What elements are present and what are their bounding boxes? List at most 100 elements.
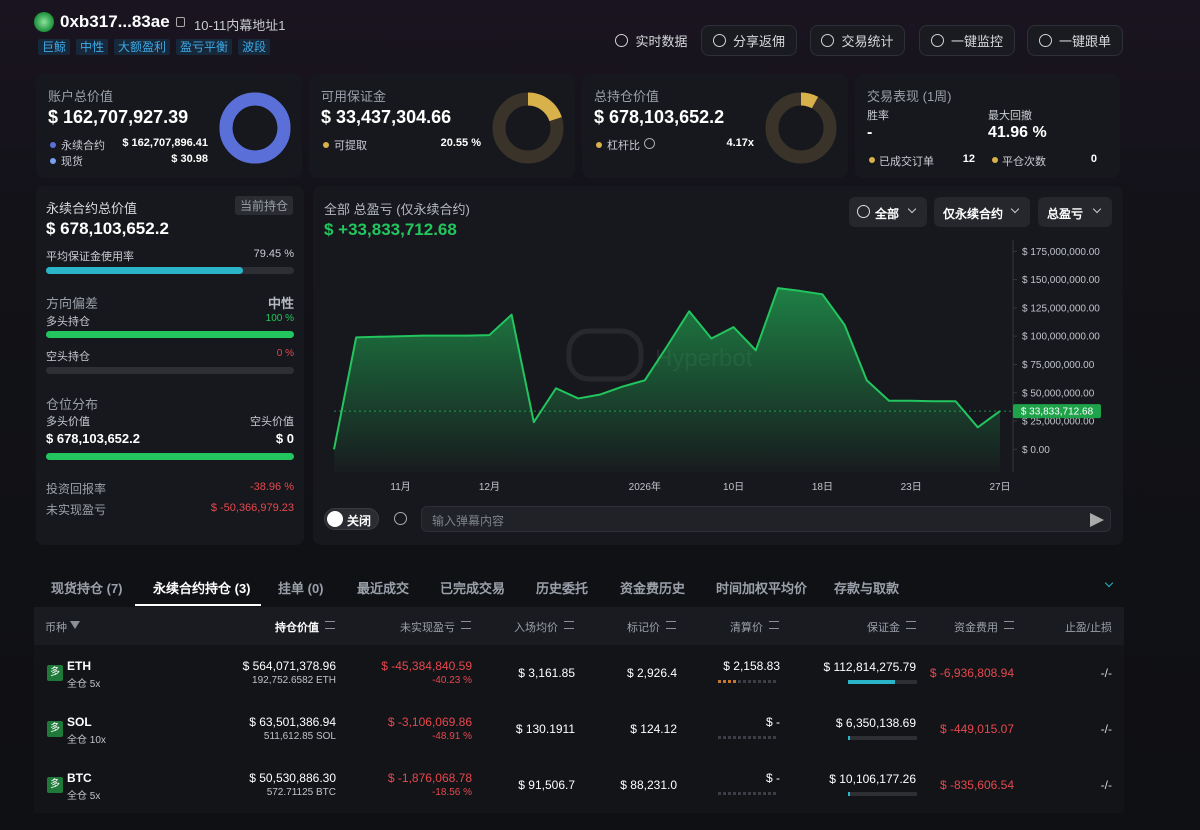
- liq-dot: [753, 736, 756, 739]
- sort-icon[interactable]: [1004, 621, 1014, 629]
- danmaku-input[interactable]: 输入弹幕内容: [421, 506, 1111, 532]
- margin: $ 10,106,177.26: [829, 772, 916, 786]
- dropdown-label: 全部: [875, 207, 900, 221]
- help-icon: [644, 138, 655, 149]
- donut-arc: [765, 92, 837, 164]
- tag: 大额盈利: [114, 39, 171, 55]
- dropdown[interactable]: 仅永续合约: [934, 197, 1030, 227]
- summary-card: 可用保证金 $ 33,437,304.66 可提取 20.55 %: [309, 74, 575, 178]
- column-header[interactable]: 标记价: [627, 622, 660, 634]
- tab[interactable]: 永续合约持仓 (3): [153, 581, 251, 596]
- column-header[interactable]: 资金费用: [954, 622, 998, 634]
- toggle-knob: [327, 511, 343, 527]
- tab[interactable]: 挂单 (0): [278, 581, 324, 596]
- liq-dot: [758, 680, 761, 683]
- column-header[interactable]: 未实现盈亏: [400, 622, 455, 634]
- tab[interactable]: 存款与取款: [834, 581, 900, 596]
- liq-dot: [743, 680, 746, 683]
- table-header: [34, 607, 1124, 645]
- row-label: 可提取: [334, 140, 367, 152]
- margin: $ 6,350,138.69: [835, 716, 916, 730]
- dropdown[interactable]: 总盈亏: [1038, 197, 1112, 227]
- button-label: 一键跟单: [1058, 34, 1111, 49]
- sort-icon[interactable]: [906, 621, 916, 629]
- header-button[interactable]: 分享返佣: [701, 25, 797, 56]
- label: 多头价值: [46, 416, 90, 428]
- header-button[interactable]: 一键监控: [919, 25, 1015, 56]
- liq-dot: [758, 792, 761, 795]
- side-badge: 多: [47, 721, 63, 737]
- liq: $ 2,158.83: [723, 659, 780, 673]
- copy-icon[interactable]: [176, 17, 185, 27]
- funding: $ -6,936,808.94: [929, 666, 1014, 680]
- value: -38.96 %: [249, 481, 294, 493]
- row-value: 12: [962, 153, 975, 165]
- tab[interactable]: 现货持仓 (7): [51, 581, 123, 596]
- row-label: 永续合约: [61, 140, 105, 152]
- button-label: 交易统计: [841, 34, 894, 49]
- tab[interactable]: 历史委托: [536, 581, 589, 596]
- mark: $ 2,926.4: [626, 666, 677, 680]
- column-header[interactable]: 止盈/止损: [1064, 622, 1112, 634]
- tab[interactable]: 资金费历史: [620, 581, 686, 596]
- tab[interactable]: 时间加权平均价: [716, 581, 808, 596]
- header-button[interactable]: 一键跟单: [1027, 25, 1123, 56]
- settings-icon[interactable]: [394, 512, 407, 525]
- header-button[interactable]: 实时数据: [613, 25, 690, 56]
- entry: $ 3,161.85: [518, 666, 575, 680]
- liq-dot: [728, 792, 731, 795]
- tab[interactable]: 最近成交: [357, 581, 410, 596]
- tab[interactable]: 已完成交易: [440, 581, 506, 596]
- roe: -48.91 %: [431, 731, 472, 742]
- liq-dot: [763, 792, 766, 795]
- y-tick-label: $ 100,000,000.00: [1022, 332, 1100, 343]
- sort-icon[interactable]: [564, 621, 574, 629]
- card-value: $ 162,707,927.39: [48, 107, 189, 127]
- value: $ 0: [275, 431, 294, 446]
- stat-label: 胜率: [867, 110, 889, 122]
- row-label: 平仓次数: [1002, 156, 1046, 168]
- send-icon[interactable]: [1090, 513, 1104, 527]
- mode: 全仓 5x: [67, 791, 101, 802]
- donut: [219, 92, 291, 164]
- column-header[interactable]: 持仓价值: [275, 622, 319, 634]
- liq-dot: [763, 736, 766, 739]
- label: 投资回报率: [46, 482, 107, 496]
- sort-icon[interactable]: [461, 621, 471, 629]
- liq: $ -: [765, 715, 780, 729]
- liq-dot: [748, 680, 751, 683]
- card-title: 可用保证金: [321, 89, 387, 104]
- row-label: 现货: [61, 156, 83, 168]
- header-button[interactable]: 交易统计: [810, 25, 905, 56]
- button-label: 分享返佣: [732, 34, 785, 49]
- dropdown-label: 总盈亏: [1047, 207, 1084, 221]
- column-header[interactable]: 保证金: [867, 622, 900, 634]
- panel-value: $ 678,103,652.2: [46, 219, 169, 238]
- liq-dot: [728, 736, 731, 739]
- x-tick-label: 18日: [812, 482, 833, 493]
- sort-icon[interactable]: [666, 621, 676, 629]
- performance-card: 交易表现 (1周) 胜率 - 最大回撤 41.96 % 已成交订单 12 平仓次数 0: [855, 74, 1120, 178]
- x-tick-label: 27日: [989, 482, 1010, 493]
- button-label: 实时数据: [635, 34, 688, 49]
- liq-dot: [753, 680, 756, 683]
- tag: 巨鲸: [38, 39, 71, 55]
- legend-dot: [50, 158, 56, 164]
- summary-card: 总持仓价值 $ 678,103,652.2 杠杆比 4.17x: [582, 74, 848, 178]
- dropdown[interactable]: 全部: [849, 197, 927, 227]
- column-header[interactable]: 清算价: [730, 622, 763, 634]
- column-header[interactable]: 入场均价: [514, 622, 558, 634]
- sort-icon[interactable]: [325, 621, 335, 629]
- size: 572.71125 BTC: [266, 787, 336, 798]
- value: 中性: [267, 296, 294, 311]
- y-tick-label: $ 50,000,000.00: [1022, 388, 1095, 399]
- current-tag: [1013, 404, 1101, 419]
- label: 仓位分布: [46, 397, 99, 412]
- button-icon: [615, 34, 629, 47]
- legend-dot: [869, 157, 875, 163]
- donut-arc: [492, 92, 564, 164]
- margin-fill: [848, 736, 850, 740]
- sort-icon[interactable]: [769, 621, 779, 629]
- filter-icon[interactable]: [70, 621, 80, 629]
- toggle[interactable]: 关闭: [324, 508, 379, 530]
